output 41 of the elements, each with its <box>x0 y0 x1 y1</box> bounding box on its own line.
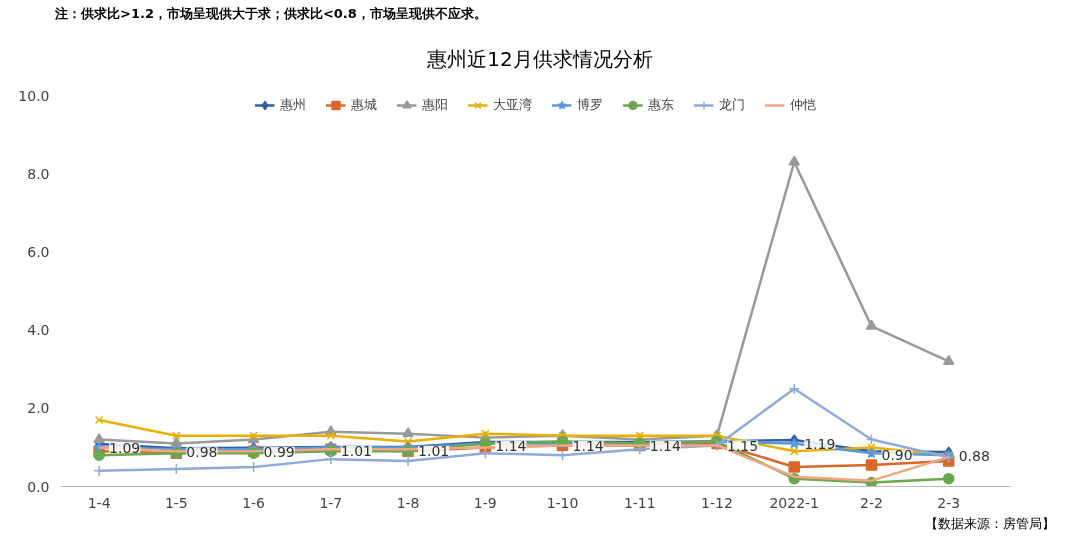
x-tick-label: 1-12 <box>701 494 733 511</box>
data-label: 1.01 <box>340 443 372 460</box>
legend-label: 惠东 <box>647 96 674 114</box>
legend-label: 博罗 <box>576 96 603 114</box>
x-tick-label: 2-3 <box>937 494 961 511</box>
y-tick-label: 8.0 <box>27 165 50 182</box>
y-tick-label: 0.0 <box>27 478 50 495</box>
x-tick-label: 1-10 <box>546 494 579 511</box>
data-label: 1.14 <box>649 437 682 454</box>
data-label: 0.98 <box>186 444 218 461</box>
text: 【数据来源：房管局】 <box>925 515 1055 533</box>
text: 注：供求比>1.2，市场呈现供大于求；供求比<0.8，市场呈现供不应求。 <box>55 5 487 23</box>
legend-label: 惠城 <box>350 96 377 114</box>
legend-label: 仲恺 <box>789 96 816 114</box>
y-tick-label: 6.0 <box>27 243 50 260</box>
data-label: 1.01 <box>418 443 450 460</box>
data-label: 0.99 <box>263 443 295 460</box>
chart-title: 惠州近12月供求情况分析 <box>427 46 653 73</box>
x-tick-label: 1-4 <box>87 494 111 511</box>
x-tick-label: 1-11 <box>623 494 656 511</box>
x-tick-label: 1-5 <box>164 494 188 511</box>
data-label: 0.88 <box>958 448 990 465</box>
data-label: 0.90 <box>881 447 913 464</box>
y-tick-label: 2.0 <box>27 400 50 417</box>
legend-label: 龙门 <box>718 96 745 114</box>
data-label: 1.14 <box>495 437 527 454</box>
x-tick-label: 1-9 <box>473 494 497 511</box>
data-label: 1.19 <box>804 435 836 452</box>
legend-label: 大亚湾 <box>492 96 532 114</box>
x-tick-label: 1-6 <box>242 494 266 511</box>
data-label: 1.15 <box>727 437 759 454</box>
data-label: 1.14 <box>572 437 604 454</box>
x-tick-label: 1-8 <box>396 494 420 511</box>
legend-label: 惠阳 <box>421 96 448 114</box>
y-tick-label: 10.0 <box>18 87 50 104</box>
x-tick-label: 2-2 <box>860 494 883 511</box>
x-tick-label: 1-7 <box>319 494 343 511</box>
legend-label: 惠州 <box>279 96 306 114</box>
data-label: 1.09 <box>109 439 141 456</box>
x-tick-label: 2022-1 <box>769 494 820 511</box>
y-tick-label: 4.0 <box>27 322 50 339</box>
